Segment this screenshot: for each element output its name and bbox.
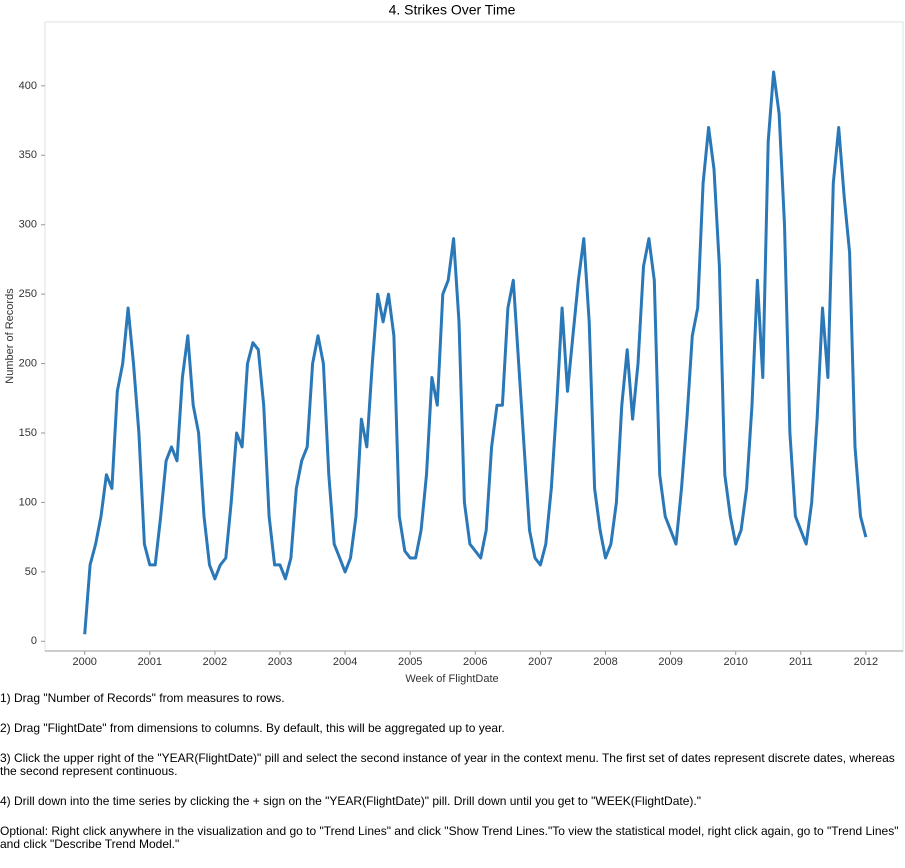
instruction: 2) Drag "FlightDate" from dimensions to …: [0, 721, 505, 735]
x-tick-label: 2002: [203, 656, 227, 668]
x-tick-label: 2007: [528, 656, 552, 668]
y-tick-label: 200: [19, 357, 37, 369]
data-line: [83, 70, 868, 635]
x-tick-label: 2006: [463, 656, 487, 668]
x-tick-label: 2010: [723, 656, 747, 668]
x-tick-label: 2004: [333, 656, 357, 668]
chart-title: 4. Strikes Over Time: [389, 2, 516, 18]
x-tick-label: 2001: [138, 656, 162, 668]
x-tick-label: 2011: [789, 656, 813, 668]
x-tick-label: 2003: [268, 656, 292, 668]
x-axis-label: Week of FlightDate: [405, 673, 498, 685]
instruction: Optional: Right click anywhere in the vi…: [0, 824, 899, 851]
instruction: 4) Drill down into the time series by cl…: [0, 794, 701, 808]
y-tick-label: 0: [31, 635, 37, 647]
x-tick-label: 2005: [398, 656, 422, 668]
y-tick-label: 250: [19, 288, 37, 300]
x-tick-label: 2009: [658, 656, 682, 668]
y-tick-label: 100: [19, 496, 37, 508]
y-tick-label: 300: [19, 219, 37, 231]
x-tick-label: 2008: [593, 656, 617, 668]
x-tick-label: 2012: [854, 656, 878, 668]
y-tick-label: 350: [19, 149, 37, 161]
instruction: 3) Click the upper right of the "YEAR(Fl…: [0, 751, 895, 778]
y-tick-label: 400: [19, 80, 37, 92]
plot-frame: [44, 21, 904, 652]
instruction: 1) Drag "Number of Records" from measure…: [0, 691, 285, 705]
instructions: 1) Drag "Number of Records" from measure…: [0, 692, 900, 868]
x-tick-label: 2000: [72, 656, 96, 668]
y-tick-label: 50: [25, 566, 37, 578]
y-axis-label: Number of Records: [4, 288, 16, 384]
y-tick-label: 150: [19, 427, 37, 439]
chart: 4. Strikes Over Time Week of FlightDate …: [4, 2, 904, 685]
